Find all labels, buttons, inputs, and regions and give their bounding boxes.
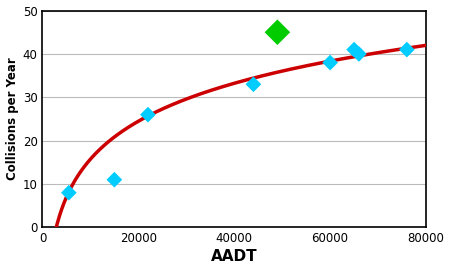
Point <box>274 30 281 34</box>
Point <box>65 191 72 195</box>
Point <box>327 60 334 65</box>
Point <box>144 113 152 117</box>
X-axis label: AADT: AADT <box>211 249 257 264</box>
Point <box>356 52 363 56</box>
Point <box>351 48 358 52</box>
Point <box>111 178 118 182</box>
Point <box>250 82 257 86</box>
Y-axis label: Collisions per Year: Collisions per Year <box>5 58 18 180</box>
Point <box>403 48 410 52</box>
